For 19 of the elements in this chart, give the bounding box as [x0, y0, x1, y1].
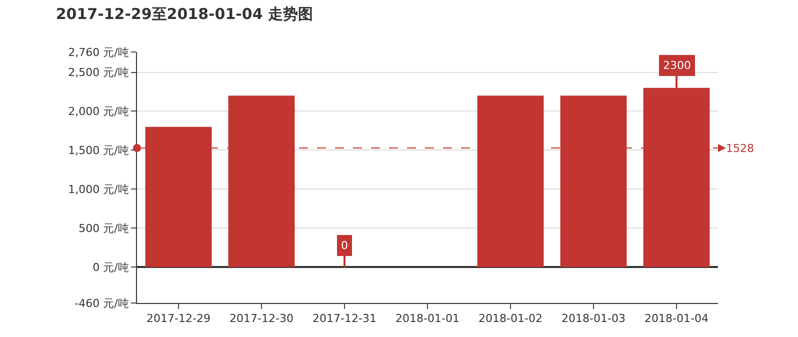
- chart-title: 2017-12-29至2018-01-04 走势图: [56, 4, 313, 23]
- x-tick-label: 2018-01-04: [644, 312, 708, 326]
- y-tick-label: 500 元/吨: [78, 222, 129, 236]
- x-tick-label: 2018-01-02: [478, 312, 542, 326]
- y-tick-label: 1,000 元/吨: [68, 183, 129, 196]
- x-tick-label: 2018-01-03: [562, 312, 626, 326]
- y-tick-label: 0 元/吨: [92, 260, 129, 274]
- y-tick-label: 2,500 元/吨: [68, 66, 129, 80]
- y-tick-label: 1,500 元/吨: [68, 144, 129, 158]
- y-tick-label: -460 元/吨: [74, 296, 129, 310]
- ref-line-label: 1528: [726, 142, 754, 155]
- x-tick-label: 2017-12-29: [146, 312, 210, 326]
- x-tick-label: 2017-12-30: [230, 312, 294, 326]
- annotation: 0: [341, 239, 348, 252]
- y-tick-label: 2,000 元/吨: [68, 105, 129, 118]
- x-tick-label: 2017-12-31: [312, 312, 376, 326]
- x-tick-label: 2018-01-01: [396, 312, 460, 326]
- y-tick-label: 2,760 元/吨: [68, 46, 129, 59]
- annotation: 2300: [663, 59, 691, 72]
